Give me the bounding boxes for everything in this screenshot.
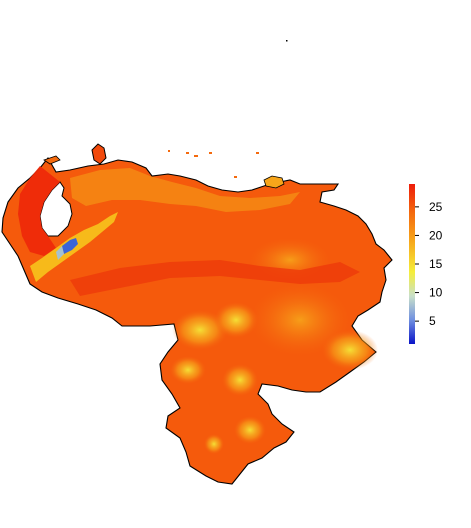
islet-1 [186,152,189,154]
islands [43,40,288,189]
islet-2 [194,155,198,157]
island-2 [263,175,285,189]
andes-cold-peaks [62,238,78,254]
islet-7 [286,40,288,42]
colorbar-tick-label: 25 [429,200,443,214]
islet-4 [234,176,237,178]
orinoco-hot-strip [70,260,360,296]
islet-5 [256,152,259,154]
colorbar-ticks: 5 10 15 20 25 [415,200,443,328]
lake-basin-hot-zone [18,166,60,256]
islet-6 [168,150,170,152]
eastern-orange-area-2 [322,330,378,370]
guayana-highland-patch-3 [170,356,206,384]
guayana-highland-patch-2 [214,302,258,338]
eastern-orange-area-1 [250,284,350,356]
colorbar-tick-label: 5 [429,314,436,328]
guayana-highland-patch-4 [222,364,258,396]
andes-cool-fringe [56,246,64,260]
colorbar-tick-label: 20 [429,228,443,242]
island-1 [91,143,107,165]
northern-coast-band [70,168,300,212]
island-3 [43,155,61,165]
colorbar-tick-label: 15 [429,257,443,271]
venezuela-mainland [1,157,393,485]
islet-3 [209,152,212,154]
legend: 5 10 15 20 25 [409,184,443,344]
colorbar [409,184,415,344]
guayana-highland-patch-6 [204,434,224,454]
guayana-highland-patch-5 [234,416,266,444]
colorbar-tick-label: 10 [429,286,443,300]
